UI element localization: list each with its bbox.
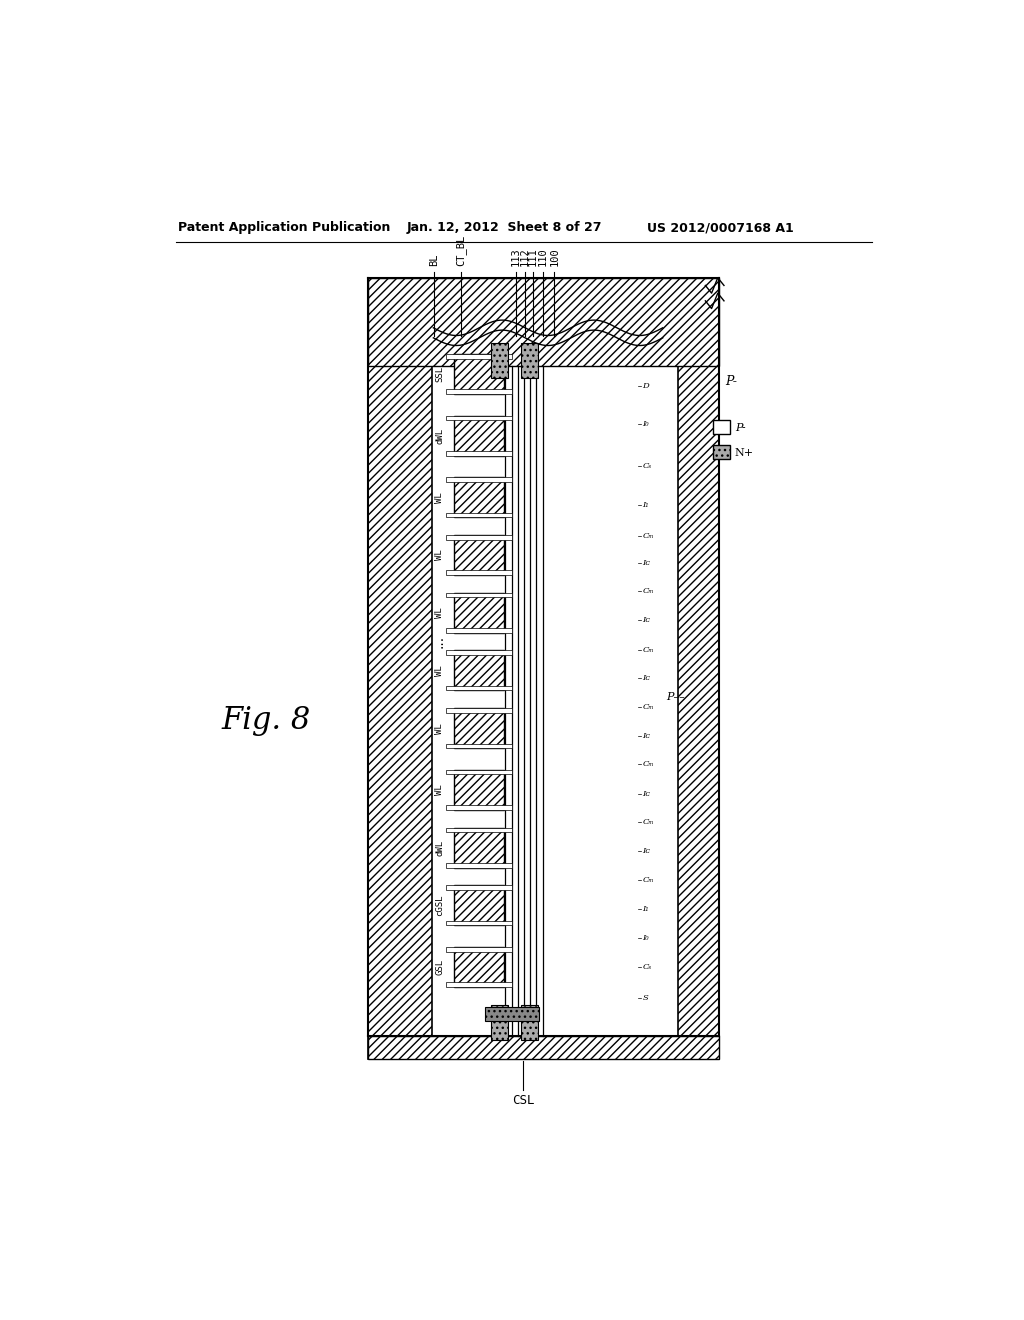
Text: WL: WL bbox=[435, 665, 444, 676]
Bar bbox=[521, 343, 538, 378]
Bar bbox=[369, 1036, 719, 1059]
Text: 112: 112 bbox=[520, 247, 529, 267]
Bar bbox=[454, 416, 504, 455]
Text: Fig. 8: Fig. 8 bbox=[221, 705, 310, 737]
Text: WL: WL bbox=[435, 549, 444, 560]
Bar bbox=[713, 445, 730, 459]
Text: Iᴄ: Iᴄ bbox=[643, 675, 650, 682]
Text: I₁: I₁ bbox=[643, 906, 649, 913]
Text: 110: 110 bbox=[538, 247, 548, 267]
Bar bbox=[490, 1006, 508, 1040]
Text: P-: P- bbox=[725, 375, 736, 388]
Text: CSL: CSL bbox=[512, 1094, 535, 1107]
Text: US 2012/0007168 A1: US 2012/0007168 A1 bbox=[647, 222, 794, 234]
Bar bbox=[445, 743, 512, 748]
Text: I₀: I₀ bbox=[643, 420, 649, 428]
Bar bbox=[445, 686, 512, 690]
Bar bbox=[445, 535, 512, 540]
Bar bbox=[484, 1007, 539, 1020]
Text: Iᴄ: Iᴄ bbox=[643, 558, 650, 566]
Text: P––: P–– bbox=[667, 693, 685, 702]
Text: dWL: dWL bbox=[435, 428, 444, 444]
Text: S: S bbox=[643, 994, 648, 1002]
Bar bbox=[445, 628, 512, 632]
Text: Cₛ: Cₛ bbox=[643, 962, 652, 972]
Bar bbox=[445, 886, 512, 890]
Bar bbox=[454, 708, 504, 748]
Bar bbox=[445, 354, 512, 359]
Text: WL: WL bbox=[435, 607, 444, 618]
Text: Cₘ: Cₘ bbox=[643, 532, 654, 540]
Text: WL: WL bbox=[435, 492, 444, 503]
Text: SSL: SSL bbox=[435, 366, 444, 381]
Bar bbox=[490, 343, 508, 378]
Text: cGSL: cGSL bbox=[435, 895, 444, 916]
Text: D: D bbox=[643, 381, 649, 389]
Bar bbox=[521, 1006, 538, 1040]
Bar bbox=[445, 570, 512, 576]
Text: Iᴄ: Iᴄ bbox=[643, 731, 650, 741]
Bar bbox=[678, 277, 719, 1059]
Bar bbox=[445, 478, 512, 482]
Text: WL: WL bbox=[435, 784, 444, 795]
Bar bbox=[445, 982, 512, 987]
Bar bbox=[445, 451, 512, 455]
Bar bbox=[454, 535, 504, 576]
Text: BL: BL bbox=[429, 253, 439, 267]
Bar bbox=[369, 277, 432, 1059]
Bar bbox=[454, 651, 504, 690]
Bar bbox=[454, 828, 504, 867]
Bar bbox=[445, 593, 512, 598]
Text: I₀: I₀ bbox=[643, 933, 649, 941]
Text: ...: ... bbox=[431, 635, 445, 648]
Bar bbox=[445, 770, 512, 775]
Text: dWL: dWL bbox=[435, 840, 444, 855]
Text: N+: N+ bbox=[735, 449, 754, 458]
Text: GSL: GSL bbox=[435, 958, 444, 975]
Bar bbox=[445, 946, 512, 952]
Bar bbox=[445, 708, 512, 713]
Bar bbox=[445, 512, 512, 517]
Text: Iᴄ: Iᴄ bbox=[643, 789, 650, 797]
Text: Iᴄ: Iᴄ bbox=[643, 616, 650, 624]
Text: WL: WL bbox=[435, 723, 444, 734]
Text: Patent Application Publication: Patent Application Publication bbox=[178, 222, 391, 234]
Text: CT_BL: CT_BL bbox=[456, 235, 467, 267]
Text: Cₘ: Cₘ bbox=[643, 760, 654, 768]
Text: Cₘ: Cₘ bbox=[643, 818, 654, 826]
Bar bbox=[445, 651, 512, 655]
Text: I₁: I₁ bbox=[643, 500, 649, 510]
Text: 100: 100 bbox=[549, 247, 559, 267]
Bar bbox=[445, 863, 512, 867]
Text: 111: 111 bbox=[527, 247, 538, 267]
Bar bbox=[454, 478, 504, 517]
Bar bbox=[454, 946, 504, 987]
Bar bbox=[445, 389, 512, 395]
Bar bbox=[454, 593, 504, 632]
Text: Cₛ: Cₛ bbox=[643, 462, 652, 470]
Text: Cₘ: Cₘ bbox=[643, 876, 654, 884]
Bar bbox=[445, 805, 512, 810]
Bar bbox=[454, 354, 504, 395]
Bar bbox=[713, 420, 730, 434]
Bar bbox=[445, 416, 512, 420]
Text: Cₘ: Cₘ bbox=[643, 587, 654, 595]
Text: Cₘ: Cₘ bbox=[643, 702, 654, 710]
Text: Cₘ: Cₘ bbox=[643, 645, 654, 653]
Bar bbox=[369, 277, 719, 367]
Text: Jan. 12, 2012  Sheet 8 of 27: Jan. 12, 2012 Sheet 8 of 27 bbox=[407, 222, 602, 234]
Bar bbox=[445, 921, 512, 925]
Bar bbox=[454, 770, 504, 810]
Text: P-: P- bbox=[735, 422, 745, 433]
Bar bbox=[445, 828, 512, 832]
Text: Iᴄ: Iᴄ bbox=[643, 847, 650, 855]
Bar bbox=[454, 886, 504, 925]
Text: 113: 113 bbox=[511, 247, 520, 267]
